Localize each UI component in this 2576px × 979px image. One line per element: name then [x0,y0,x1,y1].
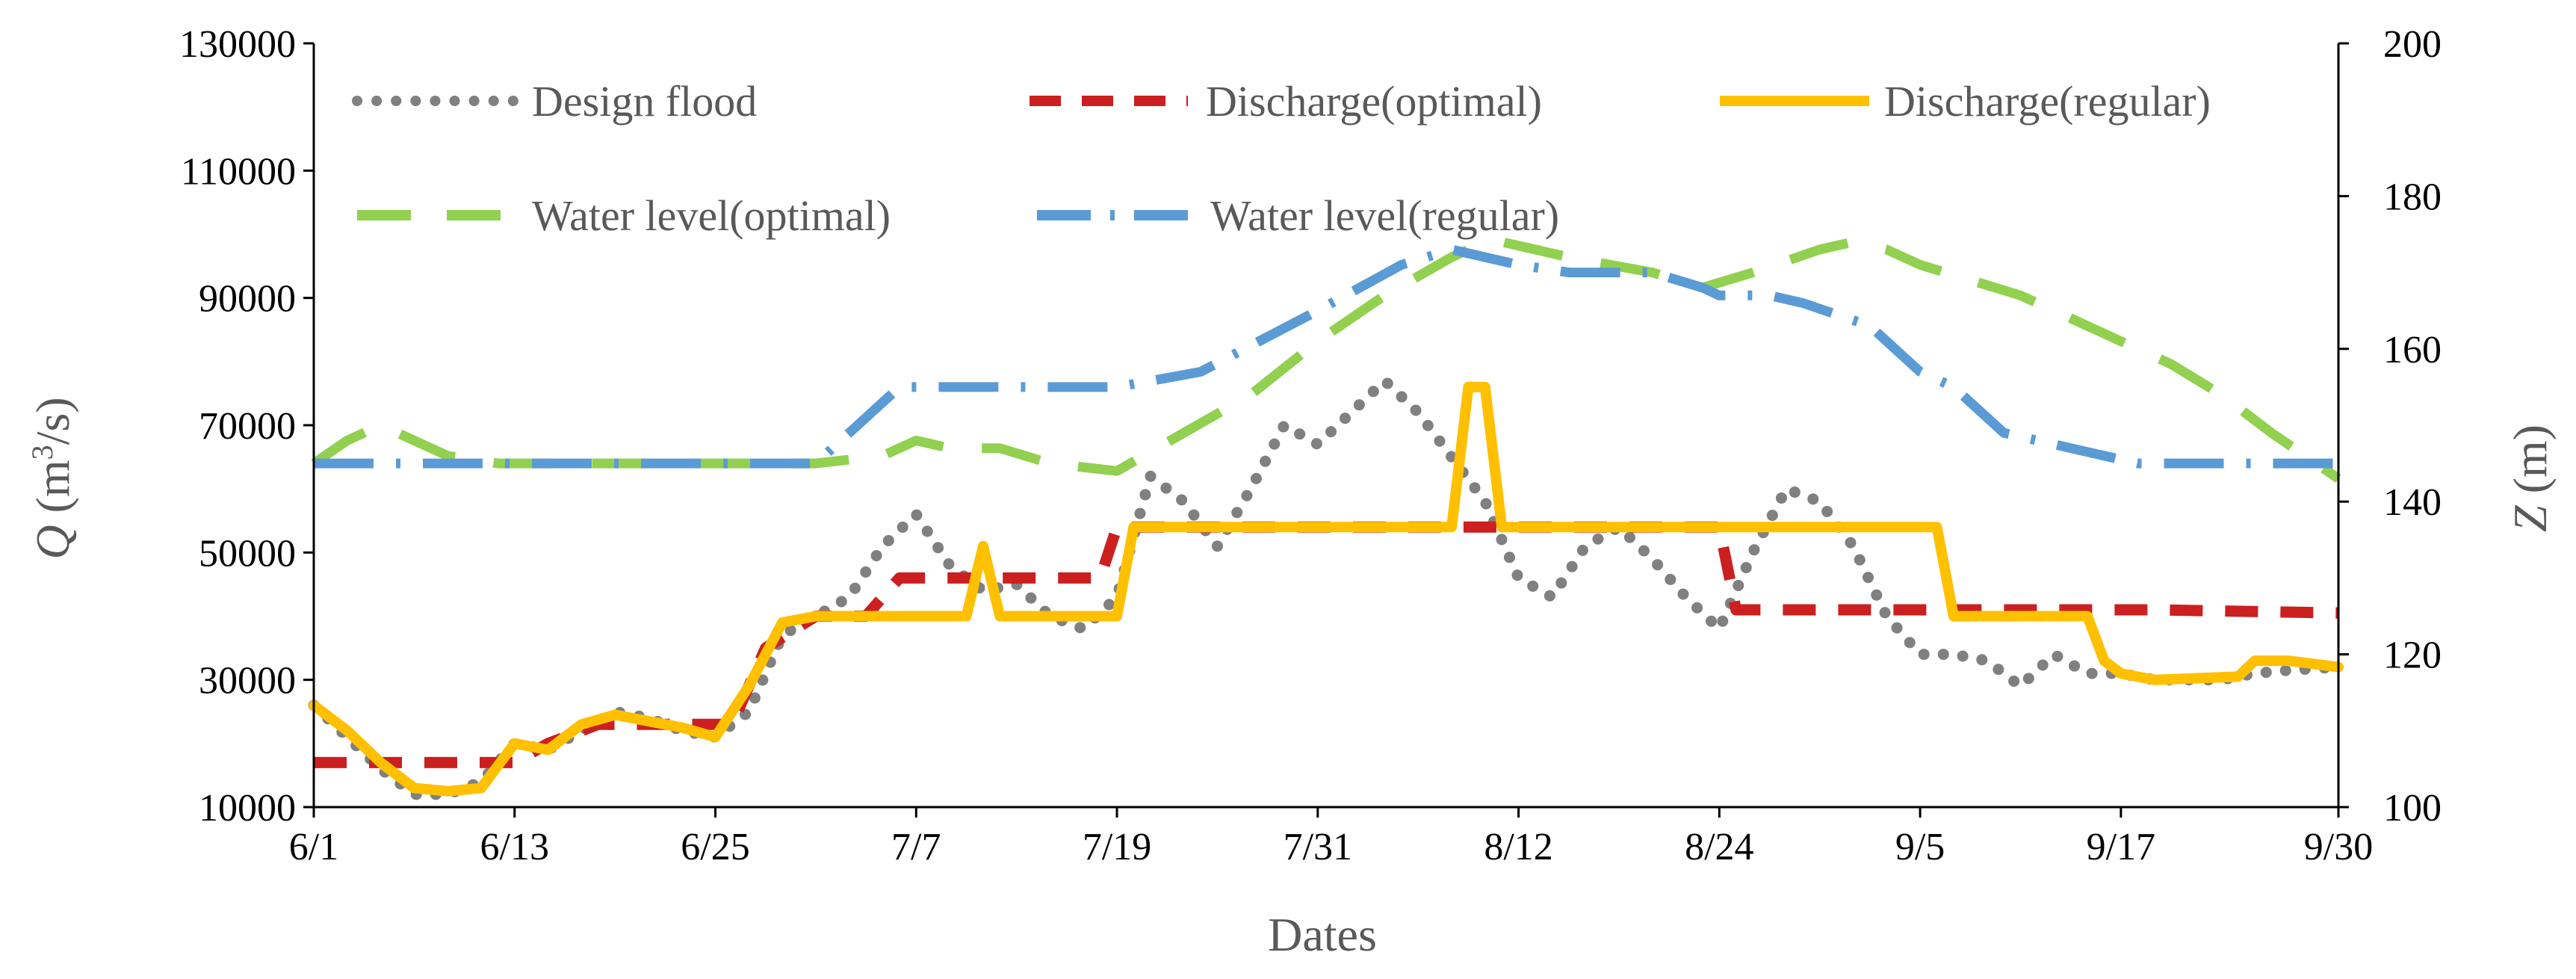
series-line-water-level-optimal [311,237,2341,483]
series-line-water-level-regular [314,244,2338,469]
y-left-unit: (m [26,460,79,525]
y-right-tick-label: 160 [2383,329,2442,371]
series-line-design-flood [308,374,2344,800]
x-tick-label: 7/19 [1083,826,1151,868]
y-left-tick-label: 70000 [199,405,296,448]
x-tick-label: 9/5 [1895,826,1945,868]
legend: Design flood Discharge(optimal) Discharg… [352,77,2211,240]
y-right-symbol: Z [2504,504,2557,532]
series-layer [308,237,2344,800]
series-line-discharge-regular [309,381,2344,797]
y-left-tick-label: 30000 [199,660,296,702]
y-left-tick-label: 110000 [181,150,296,193]
y-left-unit-superscript: 3 [25,445,59,460]
y-left-symbol: Q [26,525,79,559]
y-axis-title-right: Z (m) [2504,424,2557,532]
y-left-tick-label: 50000 [199,532,296,575]
y-right-tick-label: 140 [2383,481,2442,524]
legend-label-water-level-optimal: Water level(optimal) [532,191,891,240]
x-tick-label: 8/24 [1685,826,1753,868]
y-left-unit-tail: /s) [26,397,79,445]
y-axis-title-left: Q (m3/s) [25,397,79,559]
legend-label-water-level-regular: Water level(regular) [1210,191,1559,240]
x-tick-label: 6/25 [681,826,749,868]
y-left-tick-label: 10000 [199,787,296,830]
x-axis-title: Dates [1268,908,1377,961]
legend-label-discharge-regular: Discharge(regular) [1884,77,2211,126]
x-tick-label: 6/1 [289,826,338,868]
x-tick-label: 7/7 [891,826,941,868]
x-tick-label: 9/17 [2087,826,2155,868]
legend-label-design-flood: Design flood [532,77,757,126]
y-right-tick-label: 100 [2383,787,2442,830]
x-tick-label: 9/30 [2304,826,2373,868]
y-right-unit: (m) [2504,424,2557,505]
ticks-layer: 10000 30000 50000 70000 90000 110000 130000 100… [179,23,2442,868]
y-left-tick-label: 90000 [199,278,296,321]
x-tick-label: 8/12 [1484,826,1552,868]
y-left-tick-label: 130000 [179,23,296,66]
y-right-tick-label: 180 [2383,176,2442,218]
y-right-tick-label: 200 [2383,23,2442,66]
x-tick-label: 7/31 [1284,826,1352,868]
legend-label-discharge-optimal: Discharge(optimal) [1206,77,1542,126]
x-tick-label: 6/13 [480,826,549,868]
y-right-tick-label: 120 [2383,634,2442,677]
